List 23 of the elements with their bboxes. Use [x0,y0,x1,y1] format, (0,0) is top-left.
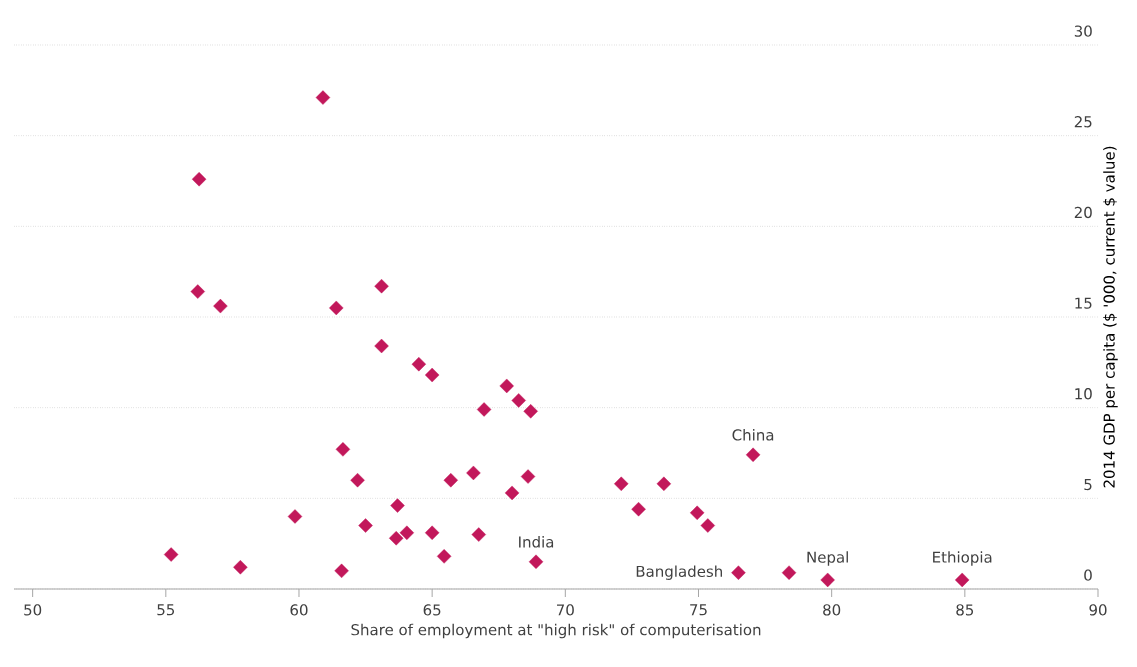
x-tick-label: 60 [290,604,308,616]
y-tick-label: 5 [1084,478,1092,491]
x-tick-label: 75 [690,604,707,616]
annotation: Bangladesh [636,565,722,580]
annotation: Ethiopia [933,551,992,566]
x-tick-label: 55 [157,604,175,616]
x-tick-label: 70 [557,604,574,616]
x-tick-label: 80 [823,604,841,616]
annotation: Nepal [807,551,848,566]
y-tick-label: 0 [1084,569,1092,581]
y-tick-label: 10 [1075,388,1092,400]
y-tick-label: 30 [1074,25,1092,37]
x-axis-title: Share of employment at "high risk" of computerisation [351,623,761,639]
x-tick-label: 50 [24,604,42,616]
y-tick-label: 15 [1075,297,1092,309]
x-tick-label: 90 [1089,604,1107,616]
x-tick-label: 85 [956,604,974,616]
annotation: India [519,536,554,548]
annotation: China [732,429,774,441]
x-tick-label: 65 [423,604,441,616]
y-tick-label: 20 [1074,206,1092,219]
y-axis-title: 2014 GDP per capita ($ '000, current $ value) [1103,146,1118,488]
y-tick-label: 25 [1074,116,1092,128]
